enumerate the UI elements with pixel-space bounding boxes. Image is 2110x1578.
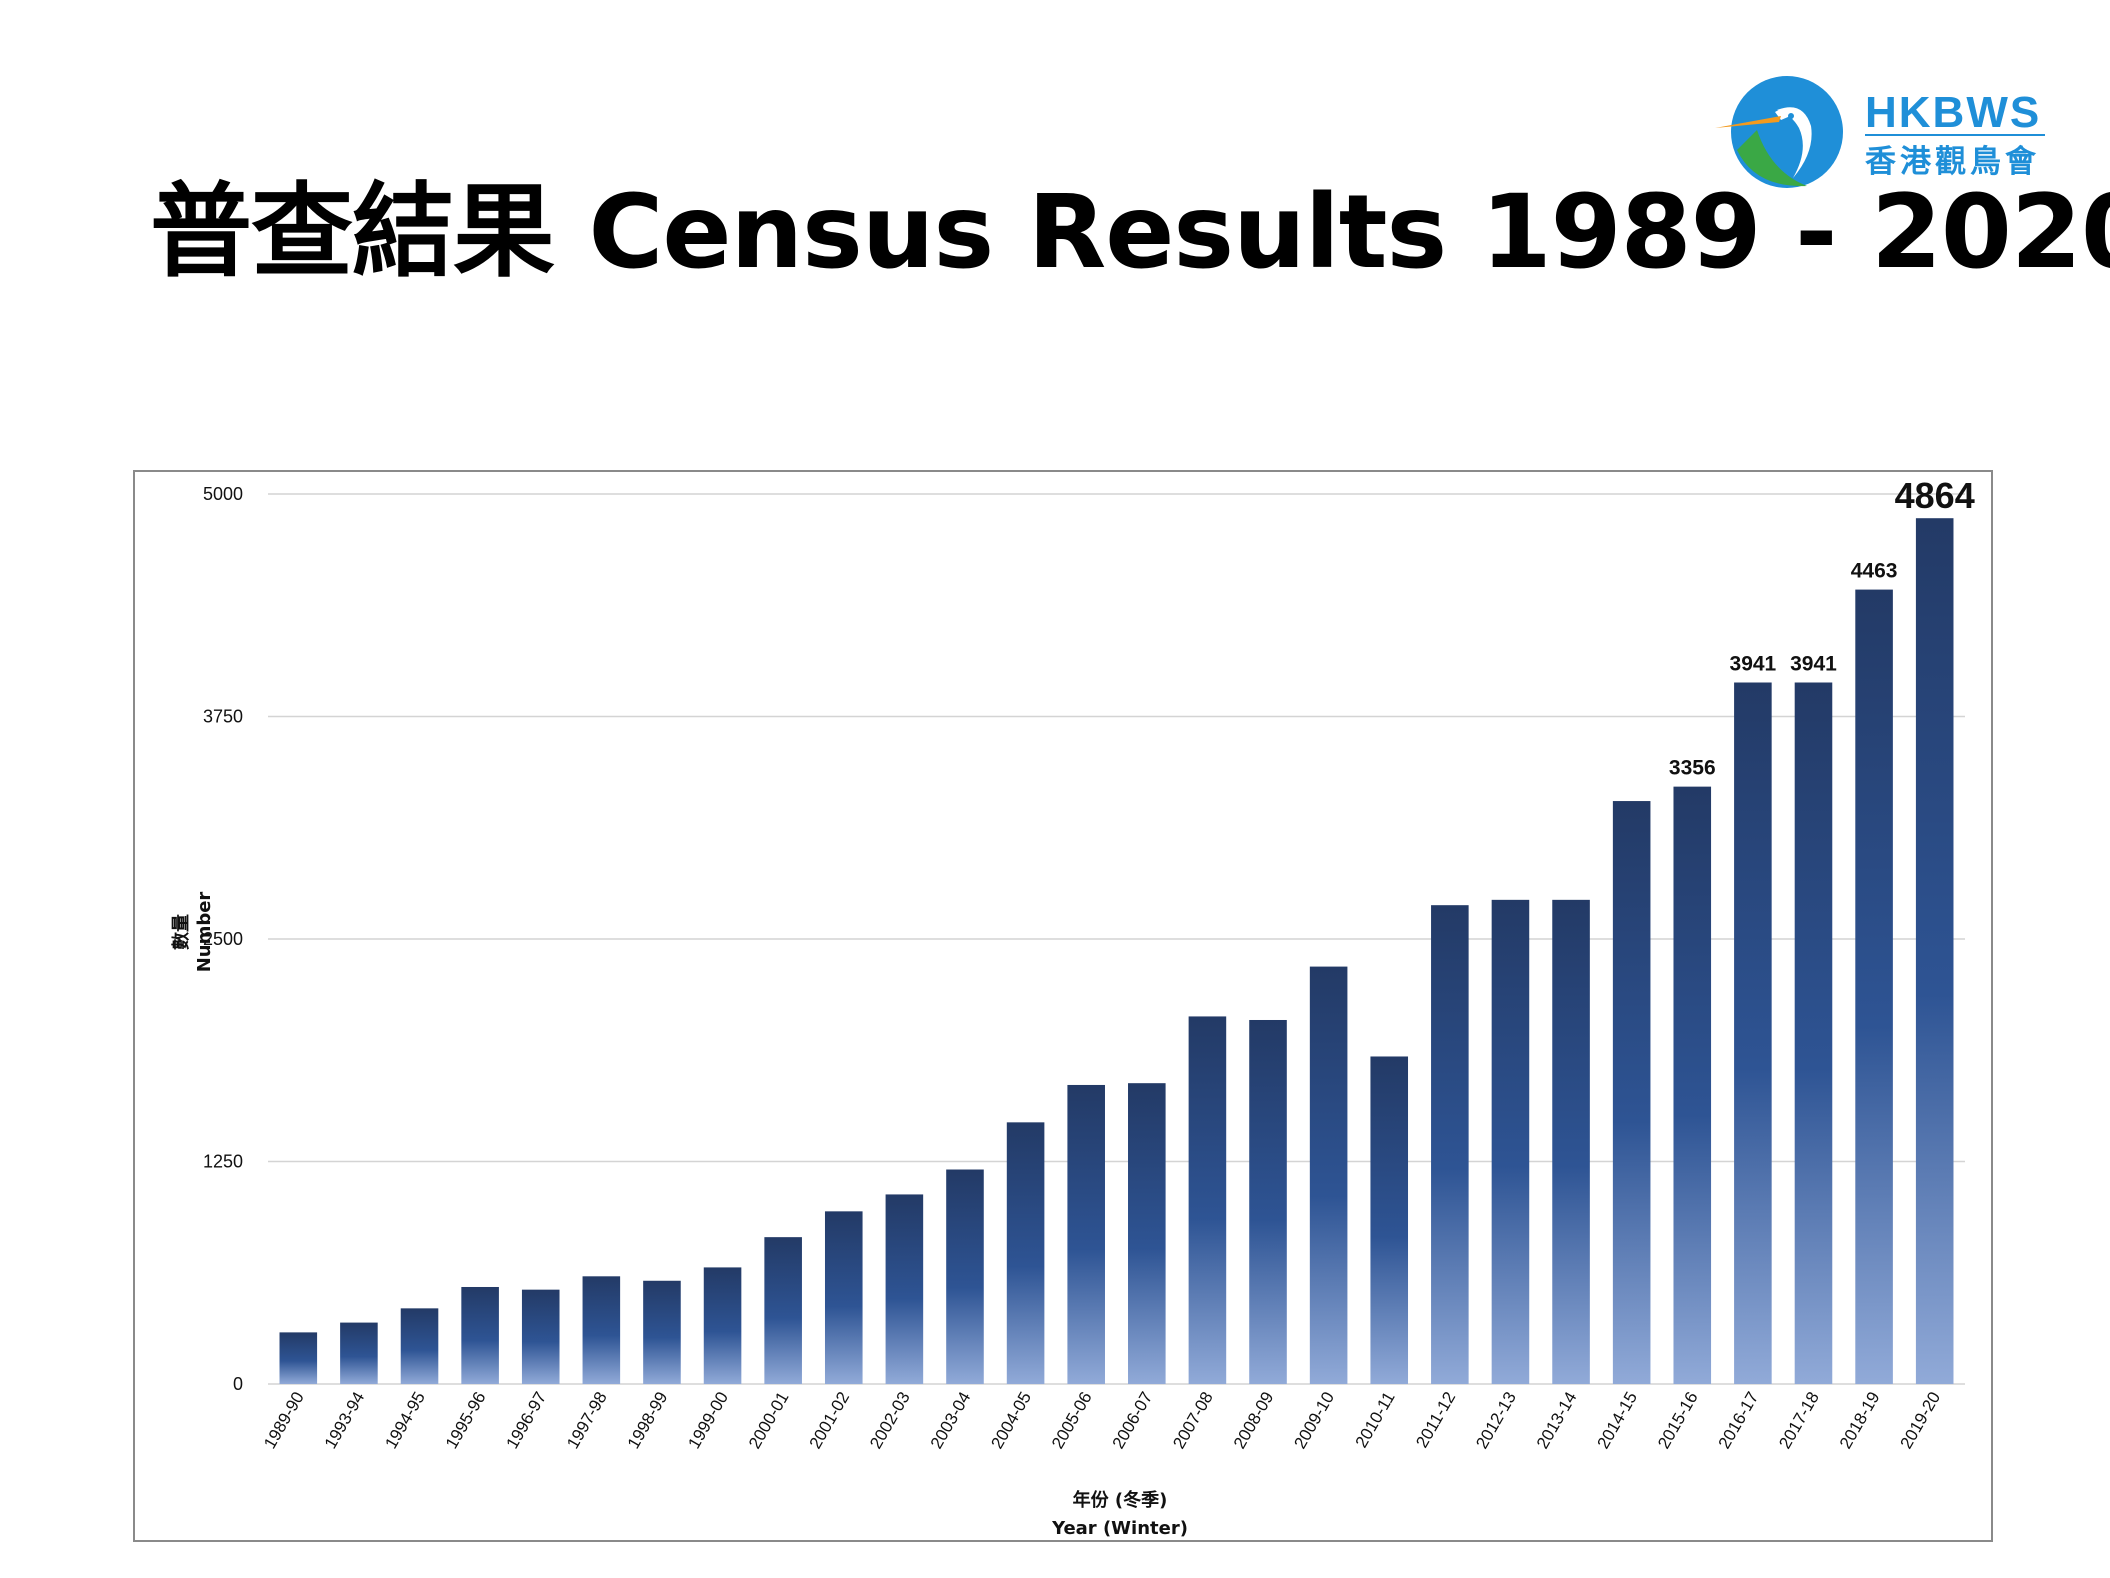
x-tick-label: 1995-96 bbox=[442, 1389, 490, 1453]
x-tick-label: 2011-12 bbox=[1412, 1389, 1459, 1451]
bar-1995-96 bbox=[461, 1286, 499, 1384]
y-axis-title-zh: 數量 bbox=[170, 914, 192, 950]
x-tick-label: 2016-17 bbox=[1715, 1389, 1763, 1453]
bar-2016-17 bbox=[1734, 682, 1772, 1384]
hkbws-logo: HKBWS 香港觀鳥會 bbox=[1715, 70, 2055, 190]
bar-2013-14 bbox=[1552, 899, 1590, 1384]
logo-name-en: HKBWS bbox=[1865, 88, 2042, 137]
x-tick-label: 2015-16 bbox=[1654, 1389, 1702, 1453]
bar-2015-16 bbox=[1673, 786, 1712, 1384]
bar-2008-09 bbox=[1249, 1019, 1287, 1384]
x-tick-label: 1993-94 bbox=[321, 1389, 369, 1453]
bar-2002-03 bbox=[885, 1194, 924, 1384]
x-tick-label: 2010-11 bbox=[1352, 1389, 1399, 1451]
x-tick-label: 2019-20 bbox=[1897, 1389, 1945, 1453]
bar-2006-07 bbox=[1128, 1083, 1166, 1384]
bar-2000-01 bbox=[764, 1237, 802, 1384]
heron-logo-icon bbox=[1715, 76, 1843, 188]
x-axis-ticks: 1989-90 1993-94 1994-95 1995-96 1996-97 1997-… bbox=[260, 1389, 1944, 1453]
page-title: 普查結果 Census Results 1989 - 2020 bbox=[150, 173, 2110, 292]
bar-1993-94 bbox=[340, 1322, 378, 1384]
y-tick-label: 0 bbox=[233, 1374, 243, 1394]
data-label: 3356 bbox=[1669, 757, 1716, 780]
data-label: 4864 bbox=[1895, 475, 1975, 516]
data-label: 3941 bbox=[1730, 653, 1777, 676]
bar-1997-98 bbox=[582, 1276, 621, 1384]
bar-2018-19 bbox=[1855, 589, 1893, 1384]
y-axis-title: 數量 Number bbox=[170, 892, 215, 973]
y-tick-label: 2500 bbox=[203, 929, 243, 949]
data-labels: 3356 3941 3941 4463 4864 bbox=[1669, 475, 1975, 779]
x-tick-label: 2018-19 bbox=[1836, 1389, 1884, 1453]
bar-chart: 0 1250 2500 3750 5000 3356 3941 3941 4463 4864 1… bbox=[170, 475, 1975, 1539]
y-tick-label: 5000 bbox=[203, 484, 243, 504]
x-tick-label: 2008-09 bbox=[1230, 1389, 1278, 1453]
y-axis-title-en: Number bbox=[194, 892, 215, 973]
bar-2005-06 bbox=[1067, 1084, 1105, 1384]
x-tick-label: 2003-04 bbox=[927, 1389, 975, 1453]
bar-2001-02 bbox=[824, 1211, 863, 1384]
x-tick-label: 2002-03 bbox=[866, 1389, 914, 1453]
y-axis-ticks: 0 1250 2500 3750 5000 bbox=[203, 484, 243, 1394]
data-label: 3941 bbox=[1790, 653, 1837, 676]
x-axis-title-en: Year (Winter) bbox=[1051, 1518, 1188, 1539]
logo-name-zh: 香港觀鳥會 bbox=[1865, 144, 2040, 180]
chart-frame: 0 1250 2500 3750 5000 3356 3941 3941 4463 4864 1… bbox=[133, 470, 1993, 1542]
bar-2012-13 bbox=[1491, 899, 1530, 1384]
x-tick-label: 2009-10 bbox=[1290, 1389, 1338, 1453]
bar-1996-97 bbox=[521, 1289, 560, 1384]
bar-2010-11 bbox=[1370, 1056, 1409, 1384]
bar-1994-95 bbox=[400, 1308, 439, 1384]
y-tick-label: 3750 bbox=[203, 707, 243, 727]
x-axis-title-zh: 年份 (冬季) bbox=[1073, 1489, 1168, 1511]
x-tick-label: 2012-13 bbox=[1472, 1389, 1520, 1453]
x-tick-label: 2005-06 bbox=[1048, 1389, 1096, 1453]
bar-2017-18 bbox=[1794, 682, 1833, 1384]
bar-2004-05 bbox=[1006, 1122, 1045, 1384]
x-tick-label: 2001-02 bbox=[806, 1389, 854, 1453]
bar-2009-10 bbox=[1309, 966, 1348, 1384]
data-label: 4463 bbox=[1851, 560, 1898, 583]
logo-divider bbox=[1865, 134, 2045, 136]
x-tick-label: 2014-15 bbox=[1593, 1389, 1641, 1453]
x-tick-label: 1999-00 bbox=[684, 1389, 732, 1453]
x-tick-label: 1996-97 bbox=[503, 1389, 551, 1453]
x-tick-label: 1997-98 bbox=[563, 1389, 611, 1453]
bar-1998-99 bbox=[643, 1280, 681, 1384]
bar-2011-12 bbox=[1431, 905, 1469, 1384]
x-tick-label: 2017-18 bbox=[1775, 1389, 1823, 1453]
bar-1999-00 bbox=[703, 1267, 742, 1384]
x-tick-label: 1994-95 bbox=[381, 1389, 429, 1453]
bar-2014-15 bbox=[1612, 801, 1651, 1384]
bar-1989-90 bbox=[279, 1332, 318, 1384]
bar-2003-04 bbox=[946, 1169, 984, 1384]
bar-2007-08 bbox=[1188, 1016, 1227, 1384]
bar-2019-20 bbox=[1915, 518, 1954, 1384]
y-tick-label: 1250 bbox=[203, 1152, 243, 1172]
x-tick-label: 2006-07 bbox=[1109, 1389, 1157, 1453]
x-tick-label: 2013-14 bbox=[1533, 1389, 1581, 1453]
x-tick-label: 1989-90 bbox=[260, 1389, 308, 1453]
x-tick-label: 2007-08 bbox=[1169, 1389, 1217, 1453]
x-tick-label: 2004-05 bbox=[987, 1389, 1035, 1453]
x-tick-label: 2000-01 bbox=[745, 1389, 793, 1453]
x-tick-label: 1998-99 bbox=[624, 1389, 672, 1453]
bars bbox=[279, 518, 1954, 1384]
